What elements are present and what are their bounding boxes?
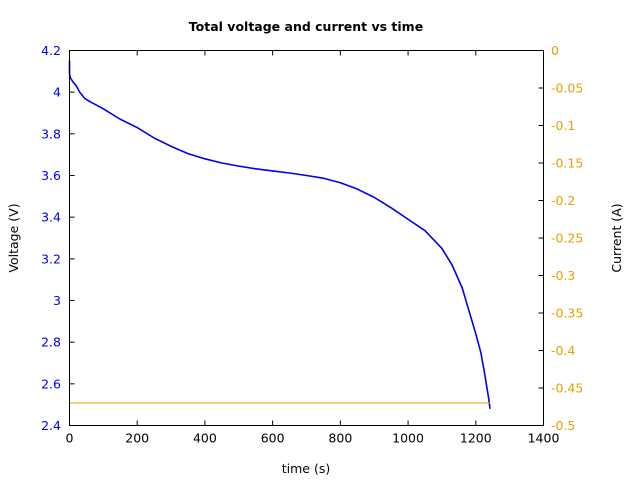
y2-tick-label: -0.05 bbox=[551, 81, 583, 96]
y2-tick-label: -0.1 bbox=[551, 118, 575, 133]
series-layer bbox=[68, 60, 491, 409]
x-tick-label: 200 bbox=[125, 431, 149, 446]
y-tick-label: 3.8 bbox=[41, 126, 61, 141]
y-tick-label: 2.6 bbox=[41, 376, 61, 391]
x-tick-label: 1000 bbox=[392, 431, 424, 446]
y-tick-label: 4 bbox=[53, 85, 61, 100]
x-tick-label: 600 bbox=[261, 431, 285, 446]
y2-tick-label: -0.35 bbox=[551, 306, 583, 321]
y2-tick-label: -0.3 bbox=[551, 268, 575, 283]
x-tick-label: 400 bbox=[193, 431, 217, 446]
y2-tick-label: -0.2 bbox=[551, 193, 575, 208]
x-tick-label: 800 bbox=[328, 431, 352, 446]
y-axis-label: Voltage (V) bbox=[6, 203, 21, 272]
tick-layer: 0 200 400 600 800 1000 1200 1400 2.4 2.6 2.8 3 3.2 3.… bbox=[41, 43, 583, 446]
x-tick-label: 0 bbox=[66, 431, 74, 446]
y2-axis-label: Current (A) bbox=[609, 203, 624, 272]
y-tick-label: 3 bbox=[53, 293, 61, 308]
chart-title: Total voltage and current vs time bbox=[189, 19, 423, 34]
y2-tick-label: -0.4 bbox=[551, 343, 575, 358]
y-tick-label: 3.6 bbox=[41, 168, 61, 183]
y2-tick-label: -0.15 bbox=[551, 156, 583, 171]
y-tick-label: 3.4 bbox=[41, 210, 61, 225]
x-tick-label: 1400 bbox=[528, 431, 560, 446]
y2-tick-label: -0.25 bbox=[551, 231, 583, 246]
y-tick-label: 2.8 bbox=[41, 335, 61, 350]
y-tick-label: 2.4 bbox=[41, 418, 61, 433]
y-tick-label: 4.2 bbox=[41, 43, 61, 58]
x-axis-label: time (s) bbox=[282, 461, 330, 476]
y2-tick-label: -0.45 bbox=[551, 381, 583, 396]
y2-tick-label: 0 bbox=[551, 43, 559, 58]
plot-frame bbox=[69, 50, 544, 426]
x-tick-label: 1200 bbox=[460, 431, 492, 446]
y-tick-label: 3.2 bbox=[41, 251, 61, 266]
voltage-series-line bbox=[68, 60, 491, 409]
y2-tick-label: -0.5 bbox=[551, 418, 575, 433]
